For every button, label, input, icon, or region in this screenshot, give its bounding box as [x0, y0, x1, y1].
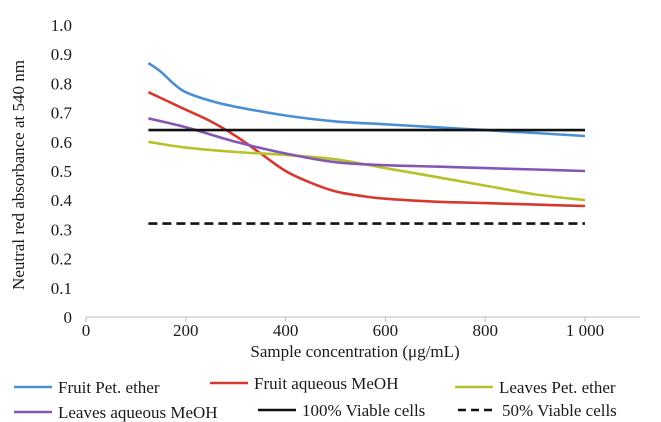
legend-label-2: Fruit aqueous MeOH [254, 374, 398, 393]
y-tick-label: 0 [64, 308, 73, 327]
series-line-1 [147, 61, 586, 138]
y-tick-label: 0.7 [51, 104, 73, 123]
legend-label-5: 100% Viable cells [302, 401, 425, 420]
y-tick-label: 0.9 [51, 45, 72, 64]
series-line-2 [147, 91, 586, 208]
x-tick-label: 600 [373, 321, 399, 340]
x-tick-label: 800 [472, 321, 498, 340]
legend: Fruit Pet. ether Fruit aqueous MeOH Leaves… [14, 374, 617, 422]
y-tick-label: 0.1 [51, 279, 72, 298]
x-tick-label: 200 [173, 321, 199, 340]
series-line-4 [148, 117, 586, 173]
y-axis-title: Neutral red absorbance at 540 nm [9, 60, 28, 290]
x-tick-label: 1 000 [566, 321, 604, 340]
legend-label-1: Fruit Pet. ether [58, 378, 160, 397]
y-tick-label: 0.8 [51, 74, 72, 93]
x-axis-title: Sample concentration (μg/mL) [250, 342, 459, 361]
legend-label-6: 50% Viable cells [502, 401, 617, 420]
legend-label-3: Leaves Pet. ether [499, 378, 616, 397]
y-tick-label: 0.5 [51, 162, 72, 181]
y-tick-label: 1.0 [51, 16, 72, 35]
series-line-3 [148, 140, 586, 202]
y-axis-ticks: 0 0.1 0.2 0.3 0.4 0.5 0.6 0.7 0.8 0.9 1.0 [51, 16, 73, 327]
y-tick-label: 0.3 [51, 220, 72, 239]
plot-area [147, 61, 586, 225]
x-axis-ticks: 0 200 400 600 800 1 000 [82, 317, 604, 340]
x-tick-label: 0 [82, 321, 91, 340]
y-tick-label: 0.2 [51, 250, 72, 269]
y-tick-label: 0.4 [51, 191, 73, 210]
x-tick-label: 400 [273, 321, 299, 340]
legend-label-4: Leaves aqueous MeOH [58, 403, 218, 422]
y-tick-label: 0.6 [51, 133, 72, 152]
